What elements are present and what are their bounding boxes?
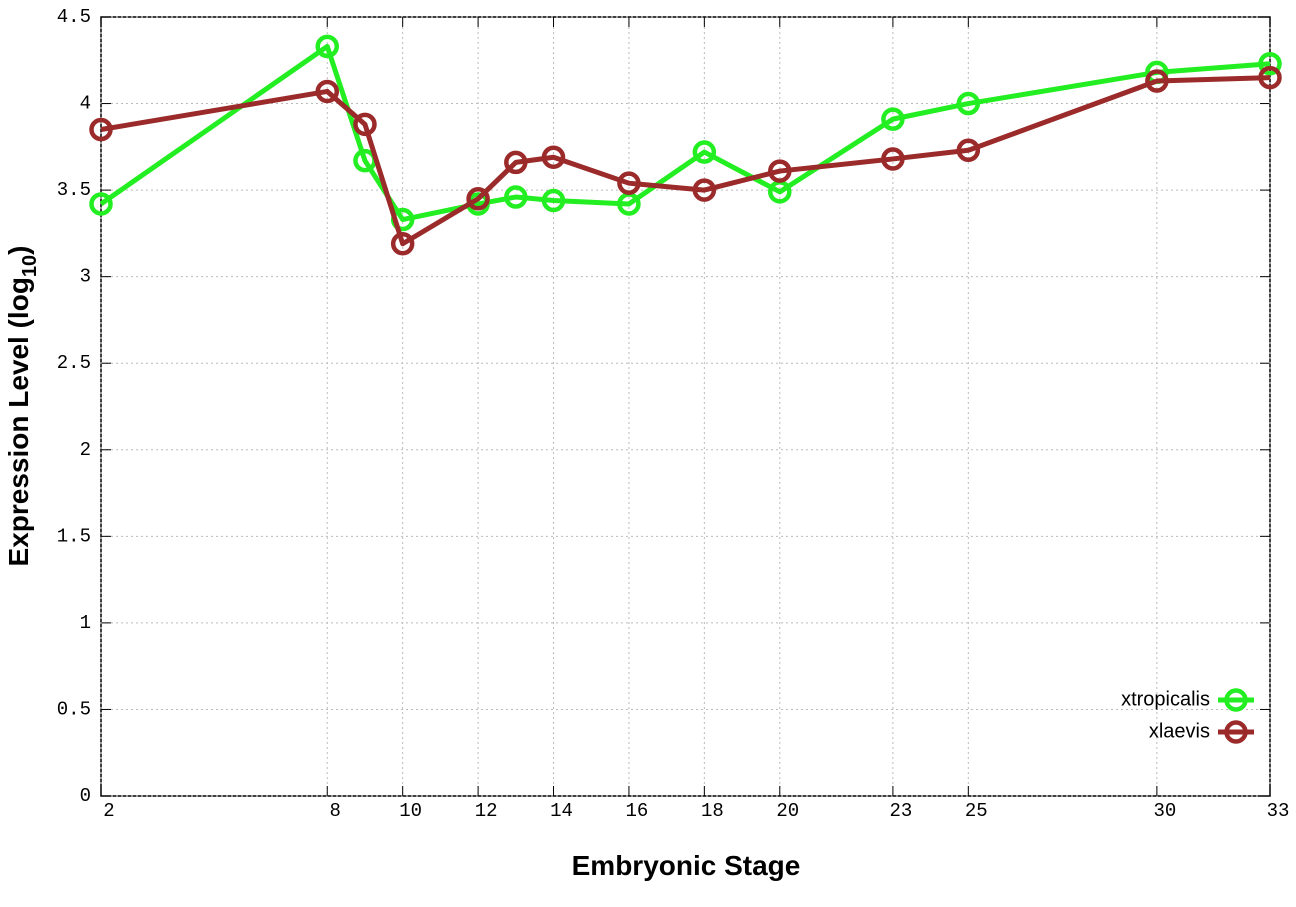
x-tick-label: 16: [626, 800, 649, 822]
data-point: [881, 107, 905, 131]
y-axis-label: Expression Level (log10): [3, 246, 41, 567]
x-tick-label: 8: [330, 800, 341, 822]
data-point: [89, 192, 113, 216]
data-point: [692, 140, 717, 164]
legend-marker: [1224, 720, 1248, 744]
legend-marker: [1224, 688, 1248, 712]
x-tick-label: 25: [965, 800, 988, 822]
data-point: [353, 112, 377, 137]
data-point: [541, 145, 566, 169]
data-point: [89, 117, 113, 142]
data-point: [956, 91, 981, 116]
x-tick-label: 2: [103, 800, 114, 822]
x-tick-label: 10: [399, 800, 422, 822]
data-point: [1258, 65, 1282, 90]
legend-label: xtropicalis: [1121, 688, 1210, 710]
y-tick-label: 4: [80, 93, 91, 115]
data-point: [504, 150, 528, 175]
x-axis-label: Embryonic Stage: [572, 850, 801, 881]
x-tick-label: 33: [1267, 800, 1290, 822]
x-tick-label: 18: [701, 800, 724, 822]
data-point: [692, 178, 717, 202]
data-point: [1145, 69, 1169, 93]
data-point: [390, 232, 415, 256]
y-label-sub: 10: [19, 255, 41, 277]
x-tick-label: 12: [475, 800, 498, 822]
x-tick-label: 30: [1153, 800, 1176, 822]
y-tick-label: 0.5: [57, 698, 91, 720]
y-tick-label: 4.5: [57, 6, 91, 28]
data-point: [315, 79, 340, 104]
plot-frame: [100, 16, 1271, 797]
series-line: [100, 75, 1271, 247]
y-tick-label: 3.5: [57, 179, 91, 201]
y-tick-label: 2: [80, 439, 91, 461]
y-tick-label: 2.5: [57, 352, 91, 374]
y-tick-label: 1: [80, 612, 91, 634]
data-point: [315, 34, 340, 59]
y-tick-label: 0: [80, 785, 91, 807]
y-label-main: Expression Level (log: [3, 277, 34, 566]
data-point: [1258, 51, 1282, 76]
y-tick-label: 3: [80, 266, 91, 288]
legend-label: xlaevis: [1149, 720, 1210, 742]
y-label-end: ): [3, 246, 34, 255]
y-tick-label: 1.5: [57, 525, 91, 547]
data-point: [768, 159, 792, 183]
data-point: [617, 171, 641, 195]
x-tick-label: 20: [776, 800, 799, 822]
data-point: [541, 188, 566, 213]
data-point: [881, 147, 905, 171]
data-point: [956, 138, 981, 163]
x-tick-label: 14: [550, 800, 573, 822]
data-point: [504, 185, 528, 209]
series-line: [99, 43, 1271, 223]
x-tick-label: 23: [889, 800, 912, 822]
data-point: [466, 187, 490, 211]
